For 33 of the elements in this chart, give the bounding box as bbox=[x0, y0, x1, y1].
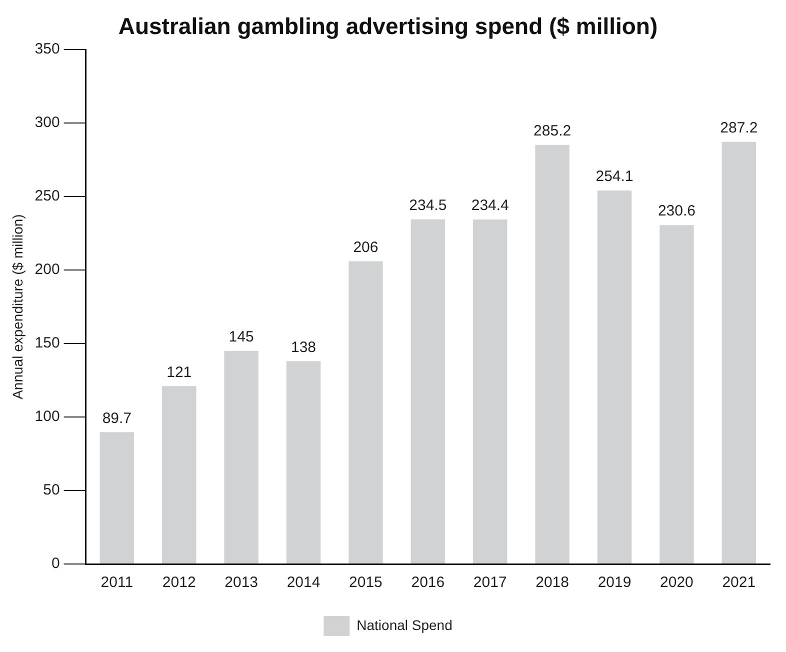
x-tick-label: 2013 bbox=[224, 574, 258, 592]
x-tick-label: 2020 bbox=[660, 574, 694, 592]
chart-title: Australian gambling advertising spend ($ million) bbox=[118, 13, 658, 40]
data-label: 206 bbox=[353, 238, 378, 256]
y-tick-label: 50 bbox=[43, 482, 60, 499]
data-label: 121 bbox=[166, 364, 192, 381]
y-tick-label: 200 bbox=[34, 261, 60, 278]
x-tick-label: 2019 bbox=[598, 574, 632, 592]
data-label: 230.6 bbox=[658, 202, 696, 220]
data-label: 234.4 bbox=[471, 197, 509, 214]
y-tick-label: 100 bbox=[34, 408, 60, 426]
y-tick-label: 0 bbox=[51, 555, 60, 572]
data-label: 145 bbox=[228, 328, 254, 346]
x-tick-label: 2014 bbox=[286, 574, 320, 592]
x-tick-label: 2021 bbox=[722, 574, 756, 592]
legend-label: National Spend bbox=[356, 616, 452, 633]
y-tick-label: 350 bbox=[34, 40, 60, 58]
data-label: 89.7 bbox=[102, 410, 132, 427]
x-tick-label: 2016 bbox=[411, 574, 445, 592]
x-tick-label: 2018 bbox=[536, 574, 569, 592]
y-tick-label: 300 bbox=[34, 114, 60, 132]
data-label: 138 bbox=[291, 338, 316, 356]
x-tick-label: 2011 bbox=[100, 574, 134, 592]
y-tick-label: 150 bbox=[34, 334, 60, 352]
y-tick-label: 250 bbox=[34, 188, 60, 205]
y-axis-title: Annual expenditure ($ million) bbox=[9, 214, 26, 400]
data-label: 287.2 bbox=[720, 120, 758, 137]
data-label: 234.5 bbox=[409, 196, 447, 214]
data-label: 254.1 bbox=[596, 168, 634, 186]
data-label: 285.2 bbox=[534, 122, 572, 140]
x-tick-label: 2012 bbox=[162, 574, 196, 592]
x-tick-label: 2015 bbox=[349, 574, 382, 592]
x-tick-label: 2017 bbox=[473, 574, 507, 592]
